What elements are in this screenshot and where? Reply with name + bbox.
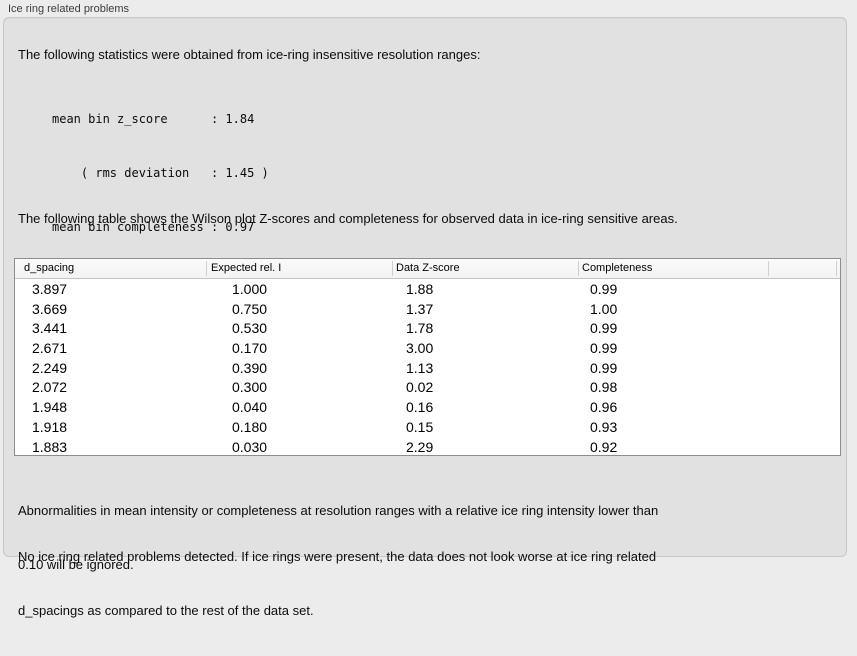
cell-expected-rel-i: 0.530 — [232, 320, 268, 337]
column-resize-handle[interactable] — [578, 261, 579, 276]
notes-line: Abnormalities in mean intensity or compl… — [18, 503, 659, 518]
stat-line-z-score-rms: ( rms deviation : 1.45 ) — [52, 166, 269, 180]
cell-expected-rel-i: 0.390 — [232, 359, 268, 376]
cell-completeness: 0.96 — [590, 399, 618, 416]
cell-d-spacing: 3.441 — [32, 320, 68, 337]
column-header-expected-rel-i[interactable]: Expected rel. I — [211, 262, 282, 274]
table-row[interactable]: 1.948 0.040 0.16 0.96 — [15, 397, 840, 417]
description-line: The following table shows the Wilson plo… — [18, 211, 678, 226]
column-header-data-z-score[interactable]: Data Z-score — [396, 262, 460, 274]
cell-expected-rel-i: 0.040 — [232, 399, 268, 416]
table-row[interactable]: 2.249 0.390 1.13 0.99 — [15, 358, 840, 378]
cell-expected-rel-i: 1.000 — [232, 281, 268, 297]
cell-data-z-score: 3.00 — [406, 340, 434, 357]
cell-expected-rel-i: 0.170 — [232, 340, 268, 357]
cell-data-z-score: 1.13 — [406, 359, 434, 376]
table-row[interactable]: 1.883 0.030 2.29 0.92 — [15, 437, 840, 457]
table-row[interactable]: 3.897 1.000 1.88 0.99 — [15, 279, 840, 299]
cell-data-z-score: 0.02 — [406, 379, 434, 396]
ice-ring-table: d_spacing Expected rel. I Data Z-score C… — [14, 258, 841, 456]
cell-d-spacing: 1.948 — [32, 399, 68, 416]
cell-completeness: 0.99 — [590, 320, 618, 337]
cell-data-z-score: 1.78 — [406, 320, 434, 337]
cell-d-spacing: 2.249 — [32, 359, 68, 376]
ice-ring-groupbox: The following statistics were obtained f… — [3, 17, 847, 618]
cell-expected-rel-i: 0.180 — [232, 418, 268, 435]
cell-completeness: 0.92 — [590, 438, 618, 455]
cell-data-z-score: 1.88 — [406, 281, 434, 297]
conclusion-text: No ice ring related problems detected. I… — [18, 512, 656, 656]
conclusion-line: No ice ring related problems detected. I… — [18, 549, 657, 564]
cell-d-spacing: 3.669 — [32, 300, 68, 317]
cell-d-spacing: 1.918 — [32, 418, 68, 435]
cell-d-spacing: 2.072 — [32, 379, 68, 396]
cell-data-z-score: 0.16 — [406, 399, 434, 416]
panel-title: Ice ring related problems — [8, 3, 130, 15]
table-row[interactable]: 2.072 0.300 0.02 0.98 — [15, 377, 840, 397]
cell-completeness: 1.00 — [590, 300, 618, 317]
column-resize-handle[interactable] — [836, 261, 837, 276]
column-resize-handle[interactable] — [392, 261, 393, 276]
cell-expected-rel-i: 0.750 — [232, 300, 268, 317]
intro-text: The following statistics were obtained f… — [18, 47, 481, 62]
cell-completeness: 0.99 — [590, 359, 618, 376]
column-header-d-spacing[interactable]: d_spacing — [24, 262, 75, 274]
cell-completeness: 0.93 — [590, 418, 618, 435]
cell-data-z-score: 2.29 — [406, 438, 434, 455]
table-row[interactable]: 3.441 0.530 1.78 0.99 — [15, 318, 840, 338]
cell-completeness: 0.99 — [590, 281, 618, 297]
column-resize-handle[interactable] — [768, 261, 769, 276]
cell-completeness: 0.98 — [590, 379, 618, 396]
cell-data-z-score: 0.15 — [406, 418, 434, 435]
table-header-row: d_spacing Expected rel. I Data Z-score C… — [15, 259, 840, 279]
table-row[interactable]: 1.918 0.180 0.15 0.93 — [15, 417, 840, 437]
table-row[interactable]: 3.669 0.750 1.37 1.00 — [15, 299, 840, 319]
column-resize-handle[interactable] — [206, 261, 207, 276]
cell-d-spacing: 2.671 — [32, 340, 68, 357]
table-body: 3.897 1.000 1.88 0.99 3.669 0.750 1.37 1… — [15, 279, 840, 456]
cell-expected-rel-i: 0.030 — [232, 438, 268, 455]
conclusion-line: d_spacings as compared to the rest of th… — [18, 603, 314, 618]
cell-data-z-score: 1.37 — [406, 300, 434, 317]
stat-line-mean-completeness: mean bin completeness : 0.97 — [52, 220, 255, 234]
cell-d-spacing: 1.883 — [32, 438, 68, 455]
cell-completeness: 0.99 — [590, 340, 618, 357]
stat-line-mean-z-score: mean bin z_score : 1.84 — [52, 112, 255, 126]
cell-expected-rel-i: 0.300 — [232, 379, 268, 396]
column-header-completeness[interactable]: Completeness — [582, 262, 653, 274]
table-row[interactable]: 2.671 0.170 3.00 0.99 — [15, 338, 840, 358]
cell-d-spacing: 3.897 — [32, 281, 68, 297]
